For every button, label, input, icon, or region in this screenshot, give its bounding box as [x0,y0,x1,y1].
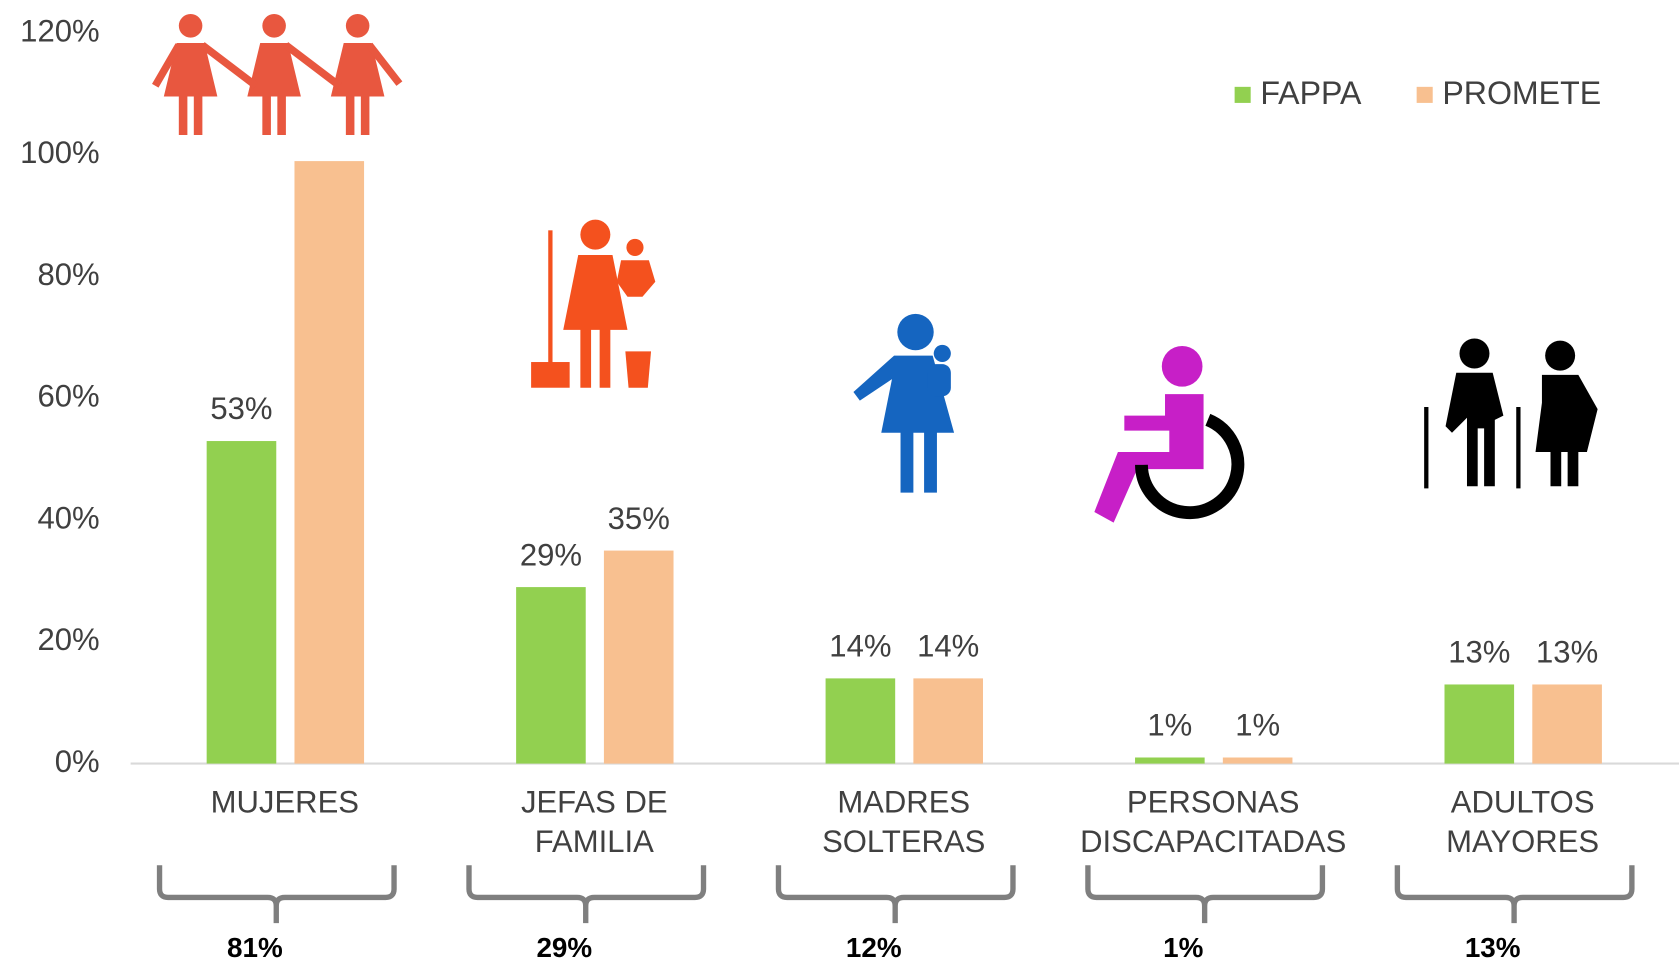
bar [294,161,365,764]
bar [603,550,674,764]
brace [156,865,397,924]
bar [1532,684,1602,764]
data-label: 13% [1536,635,1598,670]
data-label: 14% [829,629,891,664]
bar [913,678,983,764]
x-tick-label: MADRES SOLTERAS [822,784,985,859]
bar [206,441,277,764]
group-total-label: 13% [1465,932,1521,963]
data-label: 1% [1235,708,1280,743]
bar [516,587,586,764]
y-tick-label: 20% [37,622,99,657]
data-label: 1% [1147,708,1192,743]
bar [825,678,896,764]
x-tick-label-line: MADRES [837,784,970,819]
data-label: 29% [520,537,582,572]
x-tick-label: ADULTOS MAYORES [1446,784,1599,859]
y-tick-label: 120% [20,14,99,49]
data-label: 13% [1448,635,1510,670]
icon-women [152,14,403,136]
brace [775,865,1016,924]
x-tick-label: PERSONAS DISCAPACITADAS [1080,784,1346,859]
x-tick-label-line: MAYORES [1446,824,1599,859]
icon-mother [531,219,656,388]
legend-label: PROMETE [1442,75,1601,111]
icon-single-mother [853,313,955,493]
brace [1085,865,1326,924]
x-tick-label-line: JEFAS DE [521,784,668,819]
icon-wheelchair [1094,345,1245,523]
data-label: 14% [917,629,979,664]
legend-label: FAPPA [1260,75,1362,111]
legend-swatch [1416,86,1433,103]
x-tick-label: JEFAS DE FAMILIA [521,784,668,859]
group-total-label: 29% [536,932,592,963]
y-tick-label: 100% [20,135,99,170]
brace [466,865,707,924]
x-tick-label: MUJERES [211,784,359,819]
group-total-label: 12% [846,932,902,963]
brace [1394,865,1635,924]
x-tick-label-line: PERSONAS [1127,784,1300,819]
y-tick-label: 60% [37,379,99,414]
bar [1444,684,1515,764]
group-total-label: 1% [1163,932,1203,963]
y-tick-label: 0% [55,744,100,779]
x-tick-label-line: FAMILIA [535,824,654,859]
icon-elders [1424,338,1598,489]
x-tick-label-line: ADULTOS [1451,784,1595,819]
y-tick-label: 80% [37,257,99,292]
data-label: 35% [608,501,670,536]
x-tick-label-line: DISCAPACITADAS [1080,824,1346,859]
bar [1135,757,1205,764]
x-tick-label-line: SOLTERAS [822,824,985,859]
bar [1222,757,1293,764]
group-total-label: 81% [227,932,283,963]
legend-swatch [1234,86,1251,103]
y-tick-label: 40% [37,500,99,535]
data-label: 53% [210,391,272,426]
